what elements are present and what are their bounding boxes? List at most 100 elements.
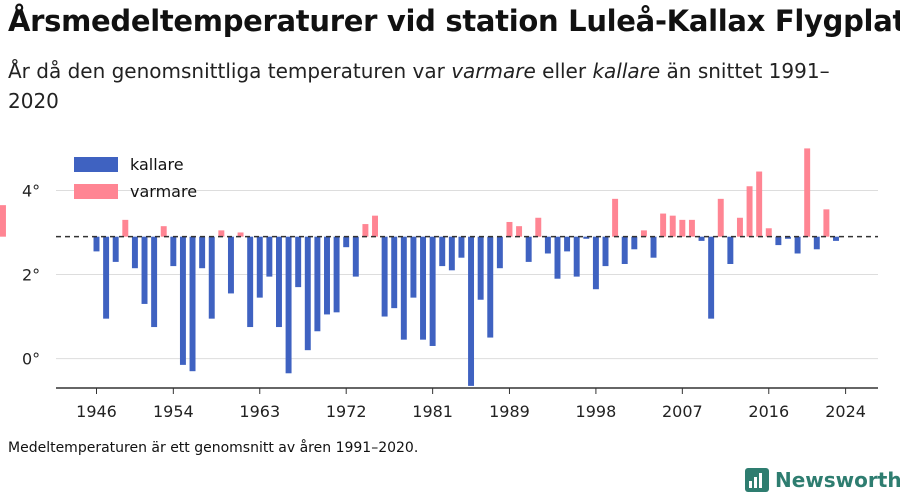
x-tick-label: 2024 bbox=[825, 402, 866, 421]
legend-label-warmer: varmare bbox=[130, 182, 197, 201]
bar-1968 bbox=[304, 236, 311, 351]
bar-2018 bbox=[785, 236, 791, 239]
bar-2016 bbox=[765, 228, 772, 237]
footnote: Medeltemperaturen är ett genomsnitt av å… bbox=[8, 440, 419, 456]
bar-1980 bbox=[420, 236, 427, 340]
subtitle-warmer-word: varmare bbox=[451, 59, 536, 83]
bar-2002 bbox=[631, 236, 638, 250]
y-tick-label: 2° bbox=[22, 266, 40, 285]
bar-1948 bbox=[112, 236, 119, 262]
x-tick-label: 2016 bbox=[748, 402, 789, 421]
subtitle-suffix: än snittet 1991–2020 bbox=[8, 59, 830, 113]
brand-logo: Newsworthy bbox=[745, 468, 900, 492]
bar-1947 bbox=[103, 236, 110, 319]
bar-1955 bbox=[179, 236, 186, 365]
subtitle-colder-word: kallare bbox=[592, 59, 661, 83]
bar-2003 bbox=[640, 230, 647, 237]
bar-1988 bbox=[496, 236, 503, 269]
bar-1989 bbox=[506, 221, 513, 237]
bar-1951 bbox=[141, 236, 148, 304]
y-tick-labels: 0° 2° 4° bbox=[22, 181, 40, 368]
bar-1999 bbox=[602, 236, 609, 267]
subtitle-prefix: År då den genomsnittliga temperaturen va… bbox=[8, 59, 452, 83]
bar-2019 bbox=[794, 236, 801, 254]
x-tick-label: 1998 bbox=[576, 402, 617, 421]
bar-1992 bbox=[535, 217, 542, 237]
bar-2007 bbox=[679, 219, 686, 237]
bar-1959 bbox=[218, 230, 225, 237]
bar-2022 bbox=[823, 209, 830, 237]
bar-undefined bbox=[0, 205, 6, 237]
bar-1953 bbox=[160, 226, 167, 237]
bar-1984 bbox=[458, 236, 465, 258]
bar-1957 bbox=[199, 236, 206, 269]
bar-2020 bbox=[804, 148, 811, 237]
bar-1974 bbox=[362, 224, 369, 237]
bar-1960 bbox=[227, 236, 234, 294]
bar-1962 bbox=[247, 236, 254, 328]
bar-1958 bbox=[208, 236, 215, 319]
chart-subtitle: År då den genomsnittliga temperaturen va… bbox=[8, 56, 848, 116]
bar-1994 bbox=[554, 236, 561, 279]
brand-name: Newsworthy bbox=[775, 468, 900, 492]
bar-1954 bbox=[170, 236, 177, 267]
bar-1977 bbox=[391, 236, 398, 309]
bar-2015 bbox=[756, 171, 763, 237]
bar-1963 bbox=[256, 236, 263, 298]
bar-1975 bbox=[372, 215, 378, 237]
bar-1946 bbox=[93, 236, 100, 252]
bar-2001 bbox=[621, 236, 628, 264]
bar-1976 bbox=[381, 236, 388, 317]
bar-1978 bbox=[400, 236, 407, 340]
subtitle-middle: eller bbox=[535, 59, 593, 83]
bar-1964 bbox=[266, 236, 273, 277]
bar-2021 bbox=[813, 236, 820, 250]
bar-2005 bbox=[660, 213, 667, 237]
bar-2010 bbox=[708, 236, 715, 319]
bar-2017 bbox=[775, 236, 782, 246]
y-tick-label: 0° bbox=[22, 350, 40, 369]
bar-2006 bbox=[669, 215, 676, 237]
bar-1991 bbox=[525, 236, 532, 262]
x-tick-label: 1972 bbox=[326, 402, 367, 421]
bar-2008 bbox=[688, 219, 695, 237]
bar-chart-icon bbox=[745, 468, 769, 492]
bar-2023 bbox=[833, 236, 839, 241]
bar-1987 bbox=[487, 236, 494, 338]
y-tick-label: 4° bbox=[22, 181, 40, 200]
x-ticks: 1946 1954 1963 1972 1981 1989 1998 2007 2016 2024 bbox=[76, 388, 866, 421]
bar-1979 bbox=[410, 236, 417, 298]
bar-1966 bbox=[285, 236, 292, 374]
bars bbox=[0, 148, 839, 386]
bar-1949 bbox=[122, 219, 129, 237]
bar-1965 bbox=[276, 236, 282, 328]
bar-1996 bbox=[573, 236, 580, 277]
bar-1967 bbox=[295, 236, 302, 288]
bar-2011 bbox=[717, 198, 724, 237]
bar-1985 bbox=[468, 236, 475, 386]
legend-swatch-colder bbox=[74, 157, 118, 172]
bar-2004 bbox=[650, 236, 657, 258]
bar-1995 bbox=[564, 236, 571, 252]
bar-1972 bbox=[343, 236, 350, 248]
bar-1969 bbox=[314, 236, 321, 332]
bar-2000 bbox=[612, 198, 619, 237]
x-tick-label: 1989 bbox=[489, 402, 530, 421]
x-tick-label: 1981 bbox=[412, 402, 453, 421]
bar-2014 bbox=[746, 186, 753, 237]
bar-1970 bbox=[324, 236, 330, 315]
bar-1950 bbox=[131, 236, 138, 269]
bar-2009 bbox=[698, 236, 705, 241]
bar-1986 bbox=[477, 236, 484, 300]
x-tick-label: 1946 bbox=[76, 402, 117, 421]
grid-lines bbox=[56, 189, 878, 360]
bar-1952 bbox=[151, 236, 158, 328]
bar-1956 bbox=[189, 236, 196, 372]
bar-1997 bbox=[583, 236, 590, 239]
legend-label-colder: kallare bbox=[130, 155, 184, 174]
x-tick-label: 2007 bbox=[662, 402, 703, 421]
bar-1993 bbox=[544, 236, 551, 254]
bar-1990 bbox=[516, 226, 523, 237]
bar-1971 bbox=[333, 236, 340, 313]
bar-1973 bbox=[352, 236, 359, 277]
